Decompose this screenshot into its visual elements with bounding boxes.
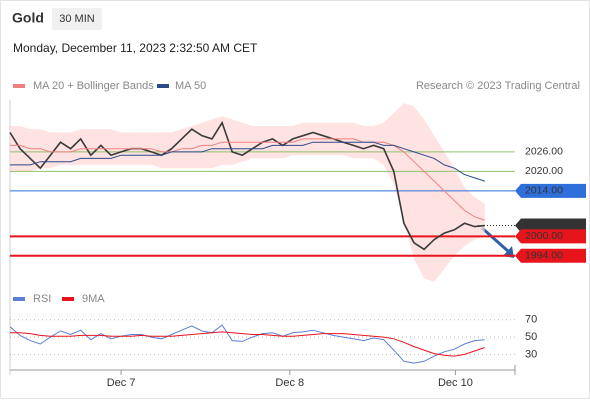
- series-line: [10, 138, 485, 221]
- legend-swatch: [62, 297, 74, 301]
- legend-label: MA 20 + Bollinger Bands: [33, 80, 154, 92]
- legend-swatch: [13, 84, 25, 88]
- forecast-arrow: [481, 226, 510, 254]
- level-label: 2020.00: [525, 165, 563, 177]
- level-box: [515, 218, 586, 233]
- y-tick-label: 70: [525, 314, 537, 326]
- series-line: [9, 120, 485, 251]
- timeframe-box: [52, 8, 102, 30]
- x-tick-label: Dec 10: [438, 377, 473, 389]
- level-label: 2000.00: [525, 230, 563, 242]
- level-box: [515, 229, 586, 244]
- legend-label: MA 50: [175, 80, 206, 92]
- level-box: [515, 183, 586, 198]
- legend-label: RSI: [33, 293, 51, 305]
- level-box: [515, 248, 586, 263]
- series-line: [10, 141, 485, 182]
- timeframe: 30 MIN: [59, 13, 95, 25]
- y-tick-label: 30: [525, 348, 537, 360]
- legend-swatch: [157, 84, 169, 88]
- level-label: 1994.00: [525, 250, 563, 262]
- datetime: Monday, December 11, 2023 2:32:50 AM CET: [13, 41, 258, 55]
- instrument: Gold: [12, 10, 44, 26]
- y-tick-label: 50: [525, 331, 537, 343]
- legend-label: 9MA: [82, 293, 105, 305]
- legend-swatch: [13, 297, 25, 301]
- x-tick-label: Dec 8: [275, 377, 304, 389]
- series-line: [10, 331, 485, 357]
- credit: Research © 2023 Trading Central: [416, 80, 580, 92]
- series-line: [9, 324, 485, 364]
- level-label: 2026.00: [525, 146, 563, 158]
- level-label: 2003.32: [525, 219, 563, 231]
- x-tick-label: Dec 7: [107, 377, 136, 389]
- level-label: 2014.00: [525, 185, 563, 197]
